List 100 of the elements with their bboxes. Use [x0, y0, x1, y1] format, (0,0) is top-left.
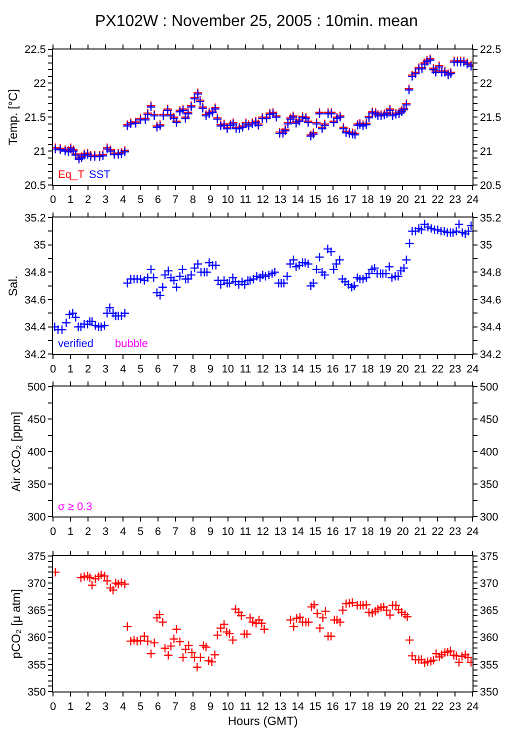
- x-tick-label: 18: [362, 363, 374, 376]
- x-tick-label: 6: [154, 194, 162, 206]
- y-tick-label: 355: [28, 659, 46, 672]
- x-tick-label: 15: [309, 526, 322, 538]
- x-tick-label: 7: [172, 363, 179, 376]
- x-tick-label: 7: [172, 526, 179, 538]
- x-tick-label: 20: [396, 526, 409, 538]
- x-tick-label: 4: [120, 700, 126, 713]
- x-tick-label: 1: [68, 363, 74, 376]
- x-tick-label: 8: [190, 526, 196, 538]
- y2-tick-label: 35.2: [480, 212, 502, 224]
- y2-tick-label: 22.5: [480, 44, 502, 56]
- annotation: bubble: [115, 338, 148, 350]
- y-tick-label: 450: [28, 414, 46, 426]
- x-tick-label: 24: [466, 526, 479, 538]
- y2-tick-label: 360: [480, 632, 498, 644]
- x-tick-label: 0: [50, 700, 56, 713]
- x-tick-label: 10: [222, 363, 234, 376]
- x-tick-label: 6: [154, 700, 162, 713]
- x-tick-label: 5: [137, 526, 144, 538]
- x-tick-label: 15: [309, 194, 322, 206]
- x-tick-label: 12: [256, 194, 270, 206]
- y-tick-label: 350: [28, 686, 46, 699]
- x-tick-label: 18: [362, 700, 374, 713]
- x-tick-label: 21: [414, 363, 426, 376]
- y-tick-label: 370: [28, 578, 46, 590]
- y2-tick-label: 350: [480, 686, 498, 699]
- y-tick-label: 34.2: [24, 349, 46, 362]
- series-label: SST: [89, 169, 111, 181]
- annotation: σ ≥ 0.3: [58, 501, 92, 513]
- x-tick-label: 20: [396, 194, 409, 206]
- y2-tick-label: 22: [480, 78, 492, 90]
- x-tick-label: 2: [85, 363, 92, 376]
- y-axis-title: Air xCO₂ [ppm]: [8, 412, 23, 492]
- y2-tick-label: 370: [480, 578, 498, 590]
- x-tick-label: 17: [344, 526, 356, 538]
- y2-tick-label: 21.5: [480, 112, 502, 124]
- x-tick-label: 22: [432, 526, 444, 538]
- y2-tick-label: 34.6: [480, 294, 502, 306]
- x-tick-label: 13: [274, 526, 286, 538]
- x-tick-label: 12: [256, 363, 270, 376]
- x-tick-label: 2: [85, 194, 92, 206]
- x-tick-label: 23: [449, 526, 462, 538]
- x-tick-label: 8: [190, 363, 196, 376]
- y2-tick-label: 400: [480, 446, 498, 458]
- x-tick-label: 21: [414, 194, 426, 206]
- x-tick-label: 23: [449, 700, 462, 713]
- x-tick-label: 8: [190, 194, 196, 206]
- x-tick-label: 4: [120, 526, 126, 538]
- x-tick-label: 0: [50, 194, 56, 206]
- y2-tick-label: 34.8: [480, 267, 502, 280]
- series-label: Eq_T: [58, 169, 85, 181]
- x-tick-label: 6: [154, 363, 162, 376]
- x-tick-label: 3: [102, 194, 109, 206]
- y2-tick-label: 20.5: [480, 180, 502, 192]
- x-tick-label: 11: [240, 700, 252, 713]
- x-tick-label: 4: [120, 363, 126, 376]
- y2-tick-label: 375: [480, 550, 498, 563]
- x-tick-label: 1: [68, 700, 74, 713]
- x-tick-label: 0: [50, 363, 56, 376]
- y2-tick-label: 21: [480, 146, 492, 158]
- x-tick-label: 9: [207, 526, 214, 538]
- x-tick-label: 15: [309, 700, 322, 713]
- y-tick-label: 350: [28, 478, 46, 491]
- x-tick-label: 14: [292, 194, 304, 206]
- y-tick-label: 35: [34, 240, 46, 252]
- y-tick-label: 22: [34, 78, 46, 90]
- x-tick-label: 17: [344, 194, 356, 206]
- x-tick-label: 1: [68, 526, 74, 538]
- x-tick-label: 19: [379, 363, 392, 376]
- y-tick-label: 360: [28, 632, 46, 644]
- x-tick-label: 5: [137, 700, 144, 713]
- x-tick-label: 2: [85, 526, 92, 538]
- x-tick-label: 16: [326, 700, 339, 713]
- x-tick-label: 13: [274, 194, 286, 206]
- x-tick-label: 19: [379, 526, 392, 538]
- x-tick-label: 11: [240, 363, 252, 376]
- x-tick-label: 10: [222, 700, 234, 713]
- y2-tick-label: 355: [480, 659, 498, 672]
- x-tick-label: 15: [309, 363, 322, 376]
- x-axis-title: Hours (GMT): [228, 714, 298, 728]
- y-tick-label: 21: [34, 146, 46, 158]
- y2-tick-label: 350: [480, 478, 498, 491]
- x-tick-label: 17: [344, 700, 356, 713]
- x-tick-label: 5: [137, 363, 144, 376]
- x-tick-label: 13: [274, 363, 286, 376]
- x-tick-label: 19: [379, 700, 392, 713]
- x-tick-label: 12: [256, 526, 270, 538]
- x-tick-label: 22: [432, 363, 444, 376]
- x-tick-label: 19: [379, 194, 392, 206]
- x-tick-label: 2: [85, 700, 92, 713]
- x-tick-label: 3: [102, 363, 109, 376]
- x-tick-label: 23: [449, 363, 462, 376]
- y2-tick-label: 34.2: [480, 349, 502, 362]
- x-tick-label: 7: [172, 700, 179, 713]
- x-tick-label: 1: [68, 194, 74, 206]
- x-tick-label: 16: [326, 363, 339, 376]
- x-tick-label: 21: [414, 526, 426, 538]
- x-tick-label: 4: [120, 194, 126, 206]
- y-axis-title: Temp. [°C]: [6, 89, 20, 146]
